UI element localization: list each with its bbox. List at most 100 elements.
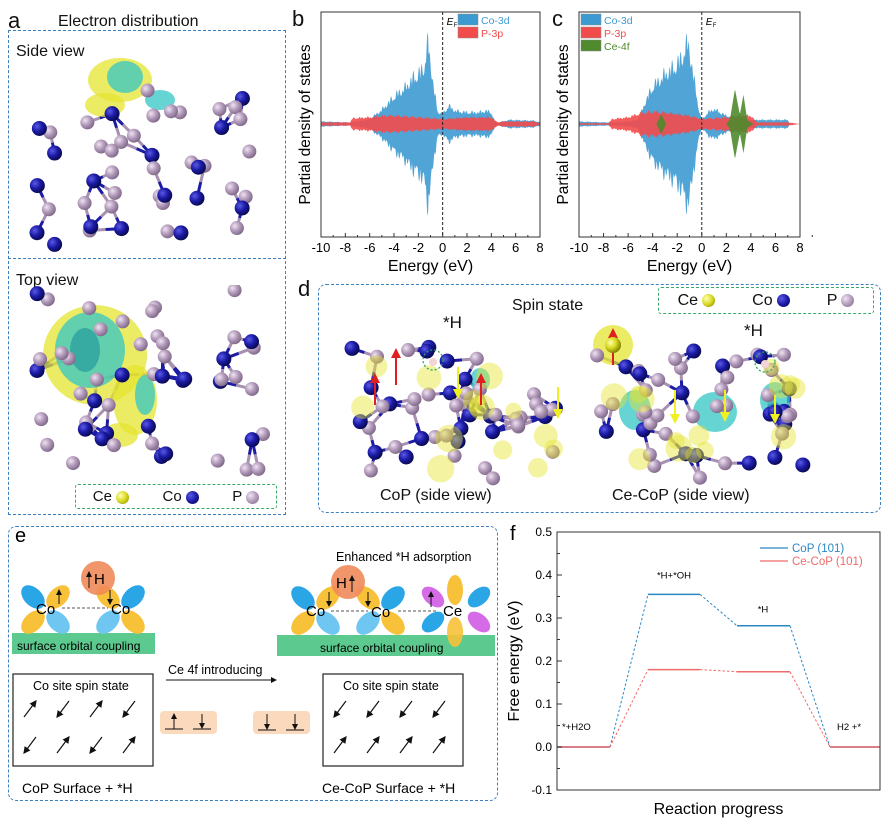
p-atom [126,128,141,143]
spin-down-arrow-icon [89,736,103,754]
ce-cop-caption: Ce-CoP (side view) [612,487,750,504]
spin-down-arrow-icon [366,700,380,718]
co-atom [94,431,110,447]
co-atom [363,380,379,396]
p-atom [369,349,384,364]
co-label-1: Co [36,601,55,618]
spin-box-left-title: Co site spin state [33,679,129,693]
p-atom [228,100,243,115]
p-atom [73,386,88,401]
co-atom [87,393,103,409]
panel-b-label: b [292,6,305,31]
x-tick-label: 0 [439,240,446,255]
y-tick-label: -0.1 [531,783,552,797]
p-atom [642,447,657,462]
p-atom [242,144,257,159]
co-atom [439,353,455,369]
x-tick-label: -2 [413,240,425,255]
isosurface-yellow [528,457,548,478]
ce-4f-introducing-label: Ce 4f introducing [168,663,263,677]
x-tick-label: -8 [340,240,352,255]
co-atom [686,343,702,359]
ce-atom-icon [702,293,716,307]
isosurface-yellow [533,423,558,448]
p-atom [590,348,605,363]
x-tick-label: 2 [463,240,470,255]
p-atom [714,382,729,397]
isosurface-yellow [468,397,488,417]
legend-label-co-3d: Co-3d [481,15,510,27]
p-atom [510,418,525,433]
x-tick-label: 8 [536,240,543,255]
y-tick-label: 0.0 [535,740,552,754]
p-atom [155,336,170,351]
panel-d-frame [318,284,881,513]
y-axis-label: Partial density of states [297,44,314,204]
isosurface-yellow [493,440,513,460]
p-atom [145,436,160,451]
plot-frame [556,531,881,791]
legend-co-label: Co [752,291,773,309]
enhanced-adsorption-label: Enhanced *H adsorption [336,550,472,564]
p-atom [658,426,673,441]
co-label-3: Co [306,603,325,620]
p-atom [239,462,254,477]
p-atom [94,139,109,154]
x-axis-label: Energy (eV) [647,258,732,275]
spin-up-arrow-icon [23,700,37,718]
p-atom [375,399,390,414]
co-atom [419,343,435,359]
legend-ce: Ce [678,292,716,310]
p-atom [776,347,791,362]
energy-connector-0-0 [609,594,649,748]
top-view-structure [29,285,270,477]
legend-label-p-3p: P-3p [481,28,503,40]
legend-co-label: Co [162,488,182,505]
h-atom [429,358,437,366]
p-atom [486,471,501,486]
p-atom [114,134,129,149]
isosurface-cyan [135,375,155,415]
h-adsorbate-label-right: *H [744,321,763,340]
p-atom [41,202,56,217]
isosurface-yellow [70,328,100,372]
fermi-subscript: F [454,23,458,29]
p-atom [650,408,665,423]
co-atom [457,371,473,387]
ce-cop-side-view-structure [590,325,811,485]
p-atom [133,337,148,352]
p-atom [729,354,744,369]
p-atom [685,409,700,424]
p-atom [210,453,225,468]
isosurface-yellow [685,446,702,464]
legend-p-label: P [232,488,243,505]
panel-c-label: c [552,6,563,31]
p-atom [80,115,95,130]
isosurface-yellow [768,374,793,399]
co-atom [618,359,634,375]
spin-down-arrow-icon [23,736,37,754]
p-atom [388,439,403,454]
isosurface-yellow [463,390,485,412]
co-atom [462,407,478,423]
spin-up-arrow-icon [89,700,103,718]
orbital-occupancy-right [253,711,310,734]
isosurface-yellow [665,434,693,462]
panel-a-title: Electron distribution [58,13,199,30]
legend-label-p-3p: P-3p [604,28,626,40]
p-atom [233,112,248,127]
x-axis-label: Reaction progress [654,801,784,818]
co-atom [29,362,45,378]
p-atom [157,349,172,364]
p-atom [594,404,609,419]
spin-down-arrow-icon [333,700,347,718]
p-atom [145,304,160,319]
h-atom-left: H [94,571,105,588]
co-atom [795,457,811,473]
state-label: H2 +* [837,722,861,733]
co-atom [632,366,648,382]
co-atom [190,159,206,175]
co-atom [157,187,173,203]
co-atom-icon [776,293,790,307]
p-atom [225,181,240,196]
